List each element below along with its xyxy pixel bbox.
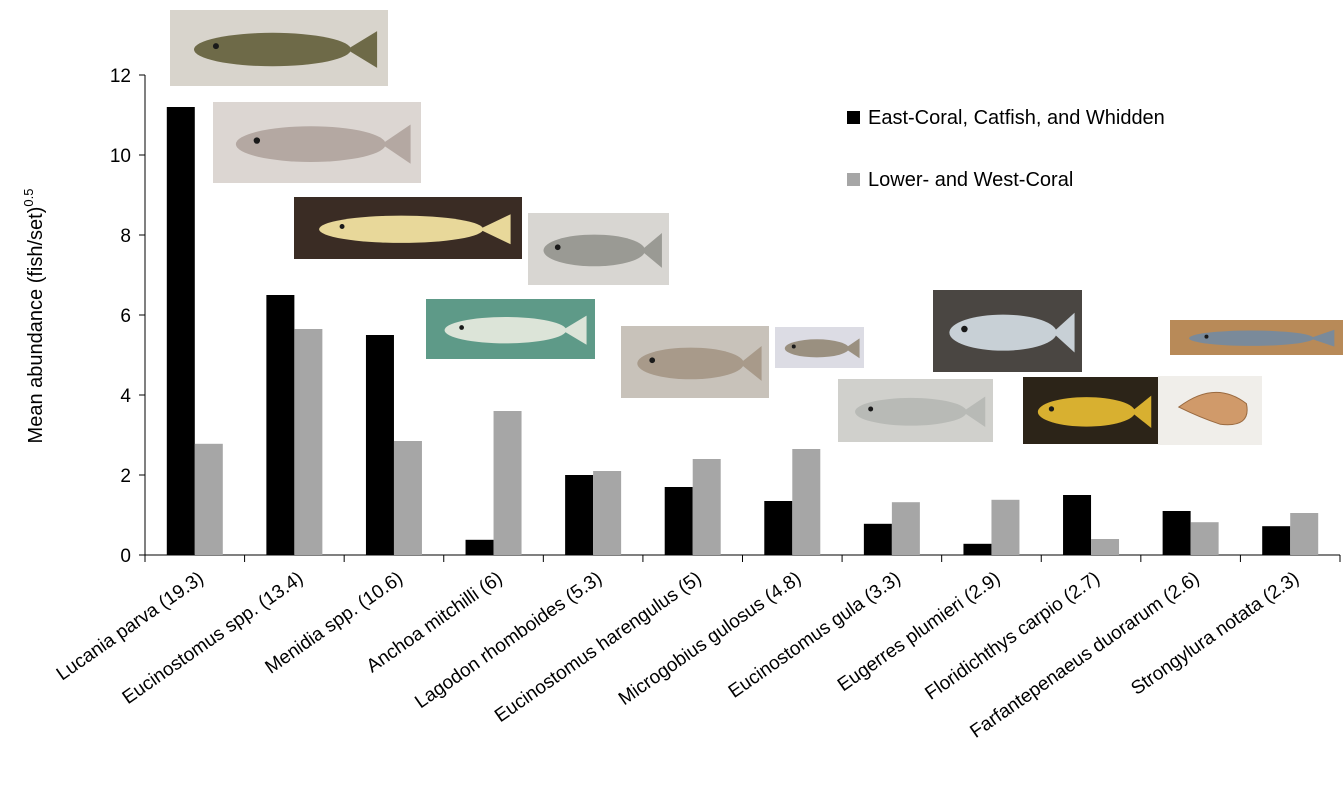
legend-entry: Lower- and West-Coral (868, 169, 1073, 191)
bar-lower-west-coral (1091, 539, 1120, 555)
y-tick-label: 4 (120, 386, 131, 407)
axes: 0 2 4 6 8 10 12 (110, 66, 1341, 567)
legend-swatch (847, 111, 860, 124)
y-axis-label: Mean abundance (fish/set)0.5 (21, 189, 47, 444)
bar-east-coral (565, 475, 594, 555)
bar-lower-west-coral (493, 411, 522, 555)
bar-lower-west-coral (991, 499, 1020, 555)
x-category-label: Lagodon rhomboides (5.3) (411, 568, 606, 713)
y-tick-label: 6 (120, 306, 131, 327)
bar-east-coral (1262, 526, 1291, 555)
legend: East-Coral, Catfish, and Whidden Lower- a… (847, 107, 1165, 191)
x-category-label: Eucinostomus spp. (13.4) (119, 568, 308, 709)
bar-lower-west-coral (1290, 513, 1319, 555)
y-tick-label: 10 (110, 146, 131, 167)
bar-east-coral (664, 487, 693, 555)
y-tick-label: 0 (120, 546, 131, 567)
bar-lower-west-coral (692, 459, 721, 555)
fish-photo-floridichthys (1023, 377, 1158, 444)
bar-east-coral (166, 107, 195, 555)
bar-east-coral (963, 543, 992, 555)
bar-lower-west-coral (792, 449, 821, 555)
bar-east-coral (764, 501, 793, 555)
fish-photo-strongylura (1170, 320, 1343, 355)
fish-photo-eucinostomus-harengulus (621, 326, 769, 398)
bar-lower-west-coral (1190, 522, 1219, 555)
x-category-label: Eugerres plumieri (2.9) (834, 568, 1004, 696)
bar-east-coral (365, 335, 394, 555)
bar-lower-west-coral (891, 502, 920, 555)
bars (166, 107, 1319, 555)
bar-east-coral (1162, 511, 1191, 555)
x-category-label: Strongylura notata (2.3) (1128, 568, 1304, 700)
bar-east-coral (266, 295, 295, 555)
fish-photo-anchoa (426, 299, 595, 359)
bar-east-coral (863, 523, 892, 555)
bar-east-coral (465, 539, 494, 555)
fish-photo-lucania-parva (170, 10, 388, 86)
fish-photo-menidia (294, 197, 522, 259)
fish-photo-eugerres (933, 290, 1082, 372)
fish-photo-eucinostomus (213, 102, 421, 183)
bar-east-coral (1063, 495, 1092, 555)
species-photos (170, 10, 1343, 445)
bar-lower-west-coral (393, 441, 422, 555)
fish-photo-lagodon (528, 213, 669, 285)
legend-entry: East-Coral, Catfish, and Whidden (868, 107, 1165, 129)
x-category-label: Microgobius gulosus (4.8) (615, 568, 805, 710)
bar-lower-west-coral (194, 443, 223, 555)
category-labels: Lucania parva (19.3)Eucinostomus spp. (1… (53, 568, 1303, 743)
fish-photo-microgobius (775, 327, 864, 368)
x-category-label: Eucinostomus gula (3.3) (725, 568, 905, 703)
y-tick-label: 12 (110, 66, 131, 87)
y-tick-label: 8 (120, 226, 131, 247)
bar-lower-west-coral (593, 471, 622, 555)
x-category-label: Floridichthys carpio (2.7) (921, 568, 1103, 705)
legend-swatch (847, 173, 860, 186)
fish-photo-eucinostomus-gula (838, 379, 993, 442)
y-tick-label: 2 (120, 466, 131, 487)
shrimp-photo-farfantepenaeus (1158, 376, 1262, 445)
bar-lower-west-coral (294, 329, 323, 555)
x-category-label: Eucinostomus harengulus (5) (491, 568, 705, 727)
